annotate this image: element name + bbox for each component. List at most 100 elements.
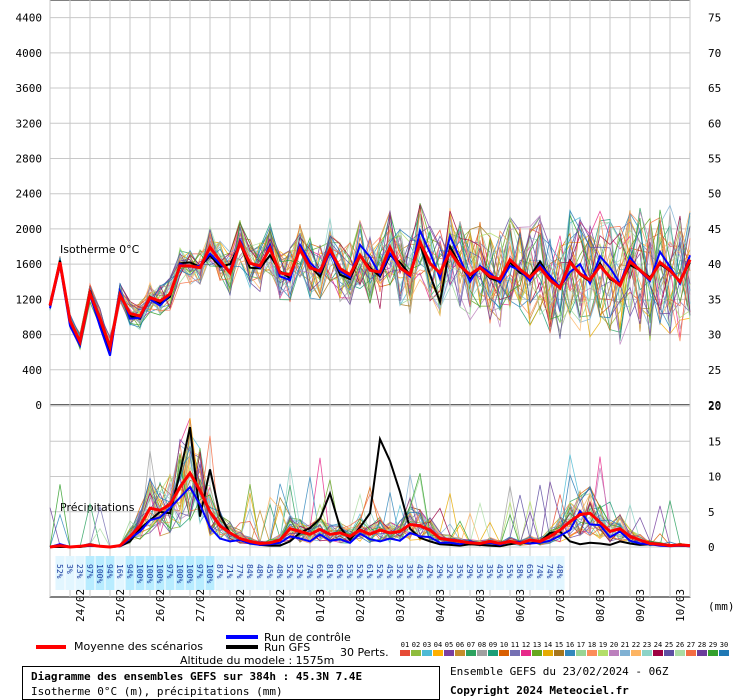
probability-label: 42% bbox=[425, 564, 434, 579]
y-tick-label: 4400 bbox=[16, 12, 43, 25]
probability-label: 100% bbox=[95, 564, 104, 583]
member-color-swatch bbox=[719, 650, 729, 656]
member-number-label: 12 bbox=[522, 641, 530, 649]
date-tick-label: 29/02 bbox=[274, 589, 287, 622]
probability-cell bbox=[315, 556, 325, 590]
member-number-label: 08 bbox=[478, 641, 486, 649]
probability-cell bbox=[495, 556, 505, 590]
probability-label: 74% bbox=[535, 564, 544, 579]
y2-precip-tick-label: 10 bbox=[708, 471, 721, 484]
probability-cell bbox=[385, 556, 395, 590]
probability-cell bbox=[295, 556, 305, 590]
member-number-label: 18 bbox=[588, 641, 596, 649]
y-tick-label: 3600 bbox=[16, 82, 43, 95]
probability-cell bbox=[175, 556, 185, 590]
date-tick-label: 09/03 bbox=[634, 589, 647, 622]
probability-label: 81% bbox=[325, 564, 334, 579]
probability-cell bbox=[135, 556, 145, 590]
probability-cell bbox=[255, 556, 265, 590]
member-color-swatch bbox=[510, 650, 520, 656]
precip-unit-label: (mm) bbox=[708, 600, 735, 613]
probability-cell bbox=[75, 556, 85, 590]
member-color-swatch bbox=[576, 650, 586, 656]
member-color-swatch bbox=[554, 650, 564, 656]
y2-precip-tick-label: 5 bbox=[708, 506, 715, 519]
member-number-label: 14 bbox=[544, 641, 552, 649]
ensemble-run-label: Ensemble GEFS du 23/02/2024 - 06Z bbox=[450, 665, 669, 678]
member-number-label: 27 bbox=[687, 641, 695, 649]
member-number-label: 15 bbox=[555, 641, 563, 649]
probability-label: 74% bbox=[545, 564, 554, 579]
probability-cell bbox=[355, 556, 365, 590]
probability-cell bbox=[525, 556, 535, 590]
probability-label: 84% bbox=[245, 564, 254, 579]
probability-label: 35% bbox=[405, 564, 414, 579]
gfs-precip-line bbox=[50, 426, 691, 549]
member-number-label: 09 bbox=[489, 641, 497, 649]
y2-tick-label: 35 bbox=[708, 293, 721, 306]
member-iso-line bbox=[49, 208, 691, 350]
member-number-label: 05 bbox=[445, 641, 453, 649]
probability-label: 35% bbox=[475, 564, 484, 579]
footer-subtitle: Isotherme 0°C (m), précipitations (mm) bbox=[31, 685, 283, 698]
member-number-label: 04 bbox=[434, 641, 442, 649]
probability-label: 100% bbox=[205, 564, 214, 583]
probability-cell bbox=[405, 556, 415, 590]
y2-tick-label: 25 bbox=[708, 364, 721, 377]
member-color-swatch bbox=[532, 650, 542, 656]
probability-label: 97% bbox=[195, 564, 204, 579]
probability-label: 45% bbox=[385, 564, 394, 579]
y2-precip-tick-label: 15 bbox=[708, 435, 721, 448]
probability-label: 97% bbox=[165, 564, 174, 579]
member-number-label: 19 bbox=[599, 641, 607, 649]
member-number-label: 01 bbox=[401, 641, 409, 649]
probability-label: 23% bbox=[75, 564, 84, 579]
precip-panel-label: Précipitations bbox=[60, 501, 135, 514]
probability-label: 52% bbox=[285, 564, 294, 579]
probability-label: 16% bbox=[115, 564, 124, 579]
member-number-label: 22 bbox=[632, 641, 640, 649]
probability-label: 45% bbox=[495, 564, 504, 579]
footer-title: Diagramme des ensembles GEFS sur 384h : … bbox=[31, 670, 363, 683]
probability-cell bbox=[555, 556, 565, 590]
probability-label: 3% bbox=[65, 564, 74, 574]
member-color-swatch bbox=[565, 650, 575, 656]
member-precip-line bbox=[49, 445, 691, 548]
probability-label: 32% bbox=[445, 564, 454, 579]
y-tick-label: 3200 bbox=[16, 117, 43, 130]
probability-label: 94% bbox=[125, 564, 134, 579]
probability-cell bbox=[415, 556, 425, 590]
y-tick-label: 1600 bbox=[16, 258, 43, 271]
probability-cell bbox=[485, 556, 495, 590]
y-tick-label: 800 bbox=[22, 329, 42, 342]
probability-cell bbox=[515, 556, 525, 590]
date-tick-label: 05/03 bbox=[474, 589, 487, 622]
member-color-swatch bbox=[631, 650, 641, 656]
member-color-swatch bbox=[499, 650, 509, 656]
y2-tick-label: 50 bbox=[708, 188, 721, 201]
probability-cell bbox=[145, 556, 155, 590]
probability-label: 52% bbox=[55, 564, 64, 579]
member-number-label: 16 bbox=[566, 641, 574, 649]
probability-label: 65% bbox=[335, 564, 344, 579]
member-number-label: 21 bbox=[621, 641, 629, 649]
probability-label: 71% bbox=[225, 564, 234, 579]
probability-cell bbox=[95, 556, 105, 590]
probability-label: 100% bbox=[135, 564, 144, 583]
member-color-swatch bbox=[444, 650, 454, 656]
probability-cell bbox=[115, 556, 125, 590]
probability-label: 74% bbox=[305, 564, 314, 579]
y-tick-label: 2800 bbox=[16, 152, 43, 165]
member-color-swatch bbox=[642, 650, 652, 656]
member-iso-line bbox=[49, 209, 691, 355]
member-number-label: 07 bbox=[467, 641, 475, 649]
probability-cell bbox=[365, 556, 375, 590]
probability-label: 100% bbox=[185, 564, 194, 583]
probability-cell bbox=[125, 556, 135, 590]
probability-label: 61% bbox=[365, 564, 374, 579]
probability-cell bbox=[275, 556, 285, 590]
y2-tick-label: 70 bbox=[708, 47, 721, 60]
member-number-label: 28 bbox=[698, 641, 706, 649]
legend-control-label: Run de contrôle bbox=[264, 631, 351, 644]
probability-cell bbox=[345, 556, 355, 590]
